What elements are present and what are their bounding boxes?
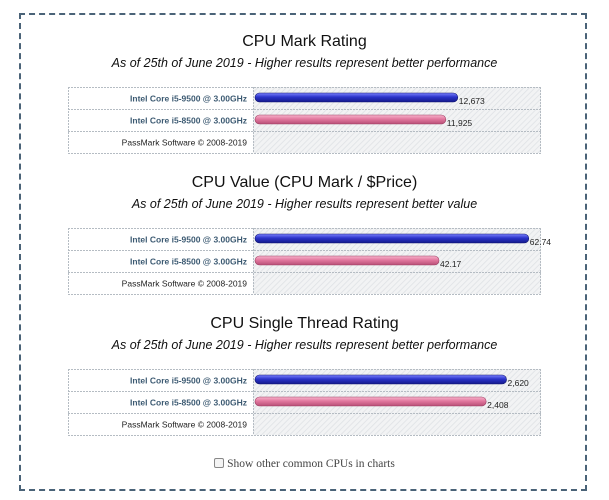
show-other-cpus-toggle[interactable]: Show other common CPUs in charts xyxy=(0,458,609,470)
chart-2-subtitle: As of 25th of June 2019 - Higher results… xyxy=(131,197,478,211)
chart-3-credit: PassMark Software © 2008-2019 xyxy=(122,420,248,430)
show-other-cpus-checkbox[interactable] xyxy=(214,458,225,468)
chart-2-category-label: Intel Core i5-9500 @ 3.00GHz xyxy=(130,235,247,245)
chart-1-title: CPU Mark Rating xyxy=(242,33,367,50)
chart-2-bar xyxy=(254,233,530,244)
chart-frame xyxy=(19,13,587,491)
chart-1-subtitle: As of 25th of June 2019 - Higher results… xyxy=(111,56,498,70)
chart-3-bar xyxy=(254,374,507,385)
chart-2-credit: PassMark Software © 2008-2019 xyxy=(122,279,248,289)
chart-1-bar xyxy=(254,114,447,125)
chart-1-value-label: 12,673 xyxy=(459,96,485,106)
chart-3-title: CPU Single Thread Rating xyxy=(210,315,399,332)
chart-1-category-label: Intel Core i5-9500 @ 3.00GHz xyxy=(130,94,247,104)
chart-3-bar xyxy=(254,396,487,407)
chart-2-title: CPU Value (CPU Mark / $Price) xyxy=(191,174,418,191)
chart-2-bar xyxy=(254,255,440,266)
chart-3-category-label: Intel Core i5-9500 @ 3.00GHz xyxy=(130,376,247,386)
chart-2-value-label: 62.74 xyxy=(530,237,552,247)
chart-3-subtitle: As of 25th of June 2019 - Higher results… xyxy=(111,338,498,352)
chart-3-category-label: Intel Core i5-8500 @ 3.00GHz xyxy=(130,398,247,408)
chart-1-category-label: Intel Core i5-8500 @ 3.00GHz xyxy=(130,116,247,126)
show-other-cpus-label: Show other common CPUs in charts xyxy=(227,458,395,470)
chart-3-value-label: 2,408 xyxy=(487,400,509,410)
chart-2-category-label: Intel Core i5-8500 @ 3.00GHz xyxy=(130,257,247,267)
chart-1-bar xyxy=(254,92,459,103)
chart-3-value-label: 2,620 xyxy=(508,378,530,388)
chart-1-value-label: 11,925 xyxy=(447,118,473,128)
chart-2-value-label: 42.17 xyxy=(440,259,462,269)
chart-1-credit: PassMark Software © 2008-2019 xyxy=(122,138,248,148)
